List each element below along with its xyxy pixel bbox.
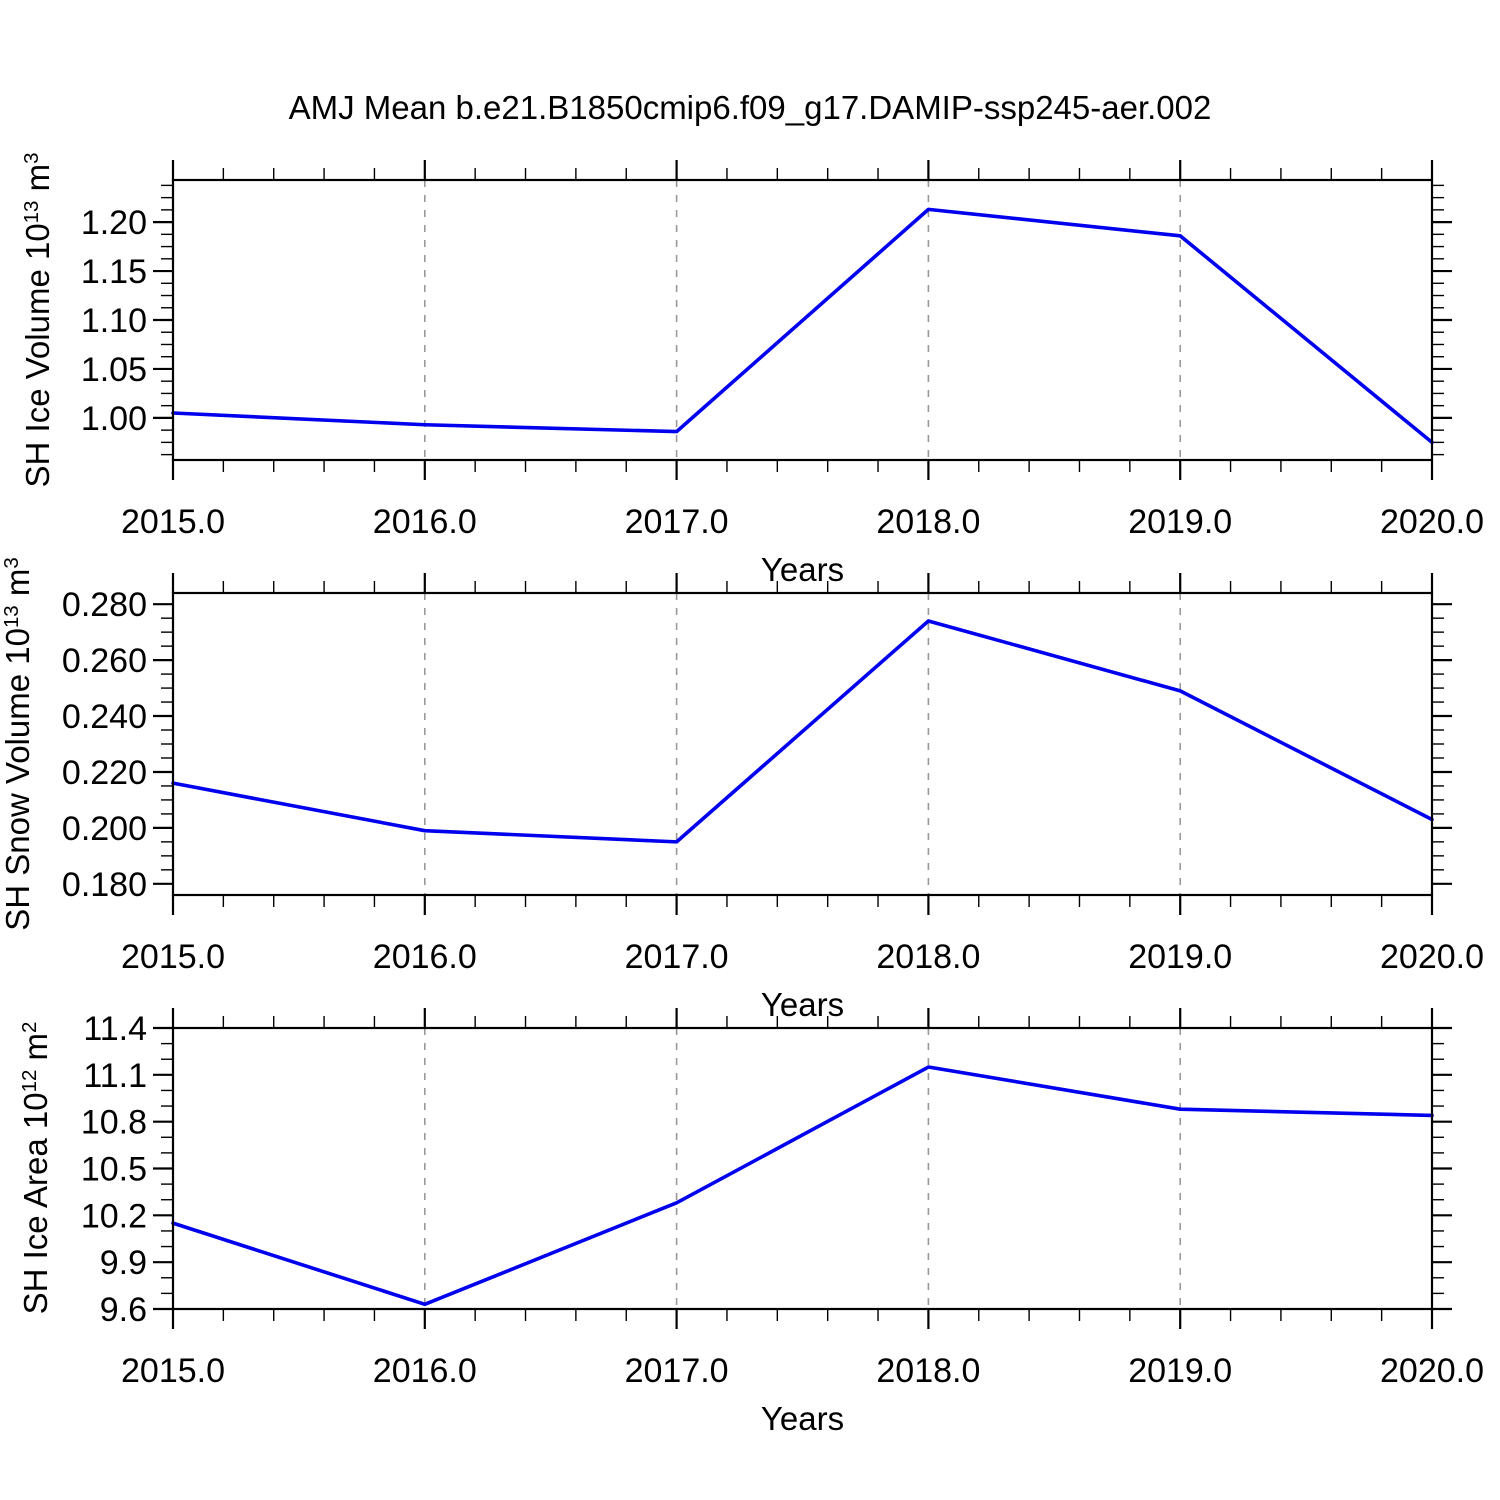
y-axis-title-unit: m — [0, 568, 36, 606]
plot-frame — [171, 591, 1434, 897]
x-tick-label: 2016.0 — [373, 938, 477, 976]
x-tick-label: 2019.0 — [1128, 938, 1232, 976]
y-tick-label: 1.00 — [81, 400, 147, 438]
x-tick-label: 2018.0 — [876, 1352, 980, 1390]
y-axis-title: SH Ice Area 1012 m2 — [17, 1022, 55, 1315]
y-axis-title-text: SH Snow Volume 10 — [0, 628, 36, 931]
y-tick-label: 0.220 — [62, 754, 147, 792]
y-axis-title-unit: m — [17, 1033, 54, 1070]
y-tick-label: 0.280 — [62, 586, 147, 624]
y-tick-label: 1.10 — [81, 302, 147, 340]
y-tick-label: 0.260 — [62, 642, 147, 680]
y-axis-title-unit-exponent: 3 — [19, 152, 43, 164]
y-tick-label: 1.20 — [81, 204, 147, 242]
y-tick-label: 1.05 — [81, 351, 147, 389]
x-axis-title: Years — [760, 551, 845, 588]
x-tick-label: 2018.0 — [876, 503, 980, 541]
y-tick-label: 10.2 — [81, 1197, 147, 1235]
y-tick-label: 1.15 — [81, 253, 147, 291]
data-line — [171, 207, 1434, 445]
y-axis-title-unit: m — [19, 163, 56, 201]
x-tick-label: 2017.0 — [625, 503, 729, 541]
y-axis-title-text: SH Ice Area 10 — [17, 1092, 54, 1315]
y-axis-title-unit-exponent: 3 — [0, 557, 23, 569]
x-tick-label: 2019.0 — [1128, 1352, 1232, 1390]
y-axis-title-text: SH Ice Volume 10 — [19, 223, 56, 488]
x-tick-label: 2016.0 — [373, 503, 477, 541]
x-tick-label: 2017.0 — [625, 938, 729, 976]
x-axis-title: Years — [760, 986, 845, 1023]
data-line — [171, 619, 1434, 844]
x-tick-label: 2015.0 — [121, 1352, 225, 1390]
chart-title: AMJ Mean b.e21.B1850cmip6.f09_g17.DAMIP-… — [288, 89, 1212, 126]
plot-frame — [171, 178, 1434, 462]
y-axis-title-unit-exponent: 2 — [17, 1021, 41, 1033]
y-tick-label: 0.240 — [62, 698, 147, 736]
y-tick-label: 10.8 — [81, 1104, 147, 1142]
x-tick-label: 2020.0 — [1380, 503, 1484, 541]
x-tick-label: 2015.0 — [121, 938, 225, 976]
y-tick-label: 10.5 — [81, 1151, 147, 1189]
x-tick-label: 2020.0 — [1380, 1352, 1484, 1390]
x-tick-label: 2020.0 — [1380, 938, 1484, 976]
x-axis-title: Years — [760, 1400, 845, 1437]
x-tick-label: 2018.0 — [876, 938, 980, 976]
y-tick-label: 0.200 — [62, 810, 147, 848]
y-axis-title: SH Snow Volume 1013 m3 — [0, 557, 37, 930]
x-tick-label: 2019.0 — [1128, 503, 1232, 541]
data-line — [171, 1065, 1434, 1307]
y-tick-label: 11.4 — [83, 1010, 147, 1048]
x-tick-label: 2016.0 — [373, 1352, 477, 1390]
y-axis-title: SH Ice Volume 1013 m3 — [19, 153, 57, 488]
x-tick-label: 2017.0 — [625, 1352, 729, 1390]
y-tick-label: 9.6 — [100, 1291, 147, 1329]
x-tick-label: 2015.0 — [121, 503, 225, 541]
y-axis-title-exponent: 13 — [19, 200, 43, 224]
y-tick-label: 11.1 — [83, 1057, 147, 1095]
y-axis-title-exponent: 12 — [17, 1069, 41, 1093]
plot-frame — [171, 1026, 1434, 1311]
y-tick-label: 0.180 — [62, 866, 147, 904]
y-axis-title-exponent: 13 — [0, 605, 23, 629]
y-tick-label: 9.9 — [100, 1244, 147, 1282]
